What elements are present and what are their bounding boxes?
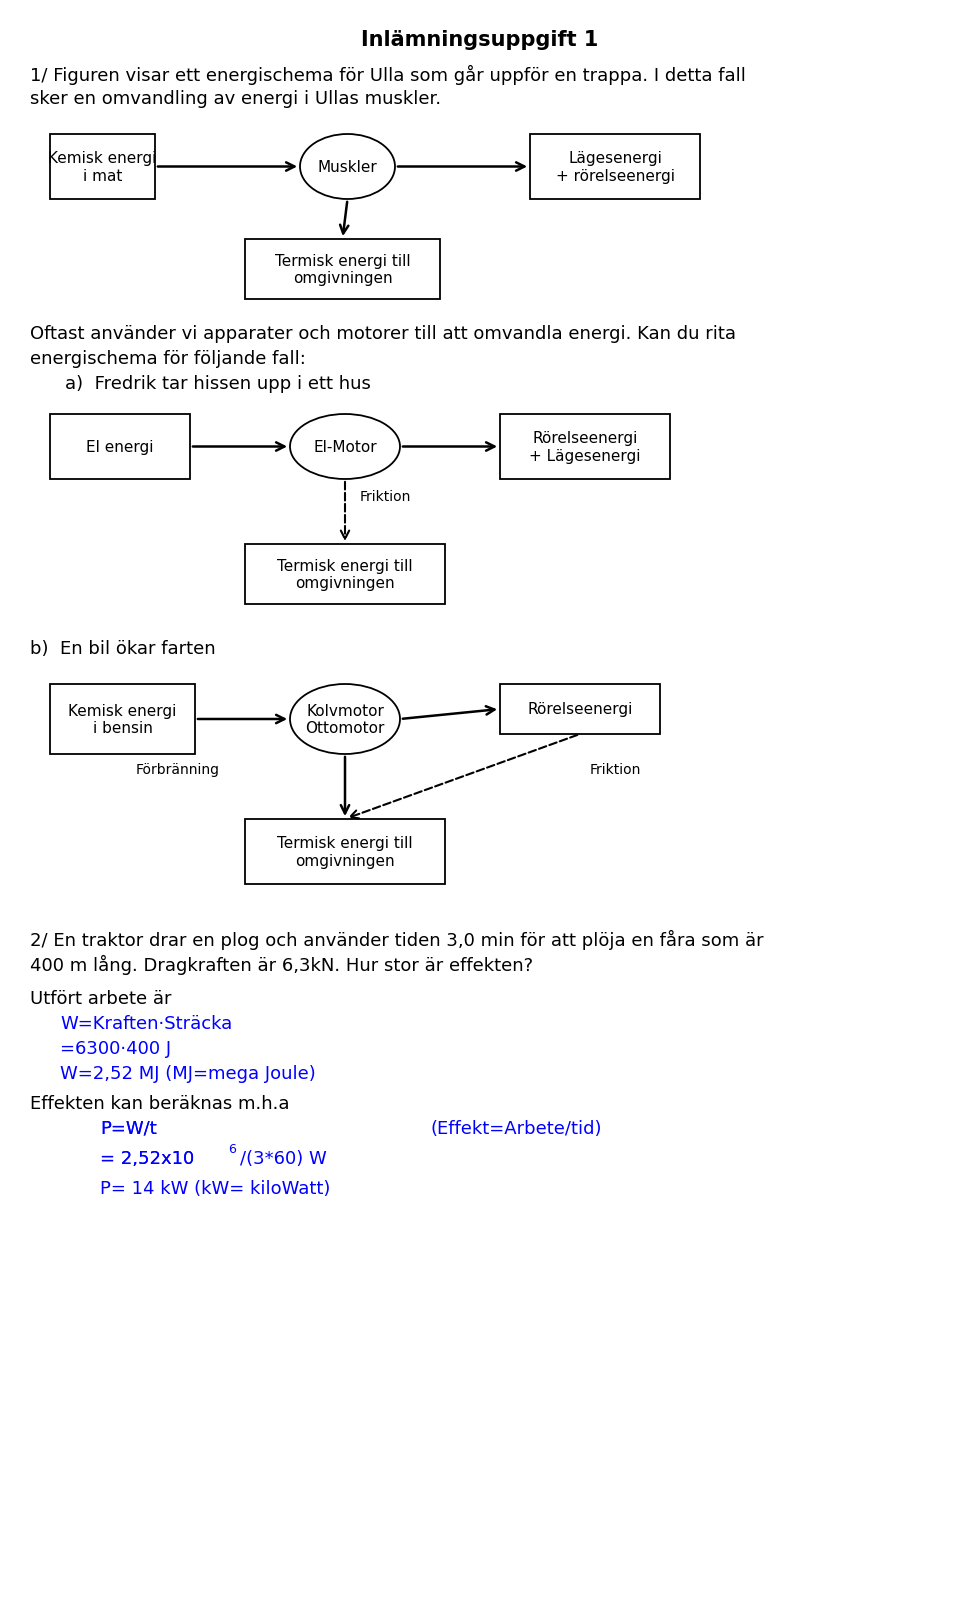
Text: Rörelseenergi
+ Lägesenergi: Rörelseenergi + Lägesenergi [529,432,640,464]
Text: El-Motor: El-Motor [313,440,377,454]
FancyBboxPatch shape [245,239,440,300]
FancyBboxPatch shape [245,544,445,605]
Text: = 2,52x10: = 2,52x10 [100,1149,194,1167]
FancyBboxPatch shape [500,414,670,480]
Text: P=W/t: P=W/t [100,1119,156,1138]
Text: a)  Fredrik tar hissen upp i ett hus: a) Fredrik tar hissen upp i ett hus [65,374,371,393]
Text: sker en omvandling av energi i Ullas muskler.: sker en omvandling av energi i Ullas mus… [30,90,442,108]
Text: Förbränning: Förbränning [136,762,220,777]
Text: Friktion: Friktion [590,762,641,777]
Ellipse shape [300,135,395,201]
Ellipse shape [290,685,400,754]
Text: P=W/t: P=W/t [100,1119,156,1138]
Text: Inlämningsuppgift 1: Inlämningsuppgift 1 [361,30,599,50]
Text: Termisk energi till
omgivningen: Termisk energi till omgivningen [277,836,413,868]
Text: 6: 6 [228,1143,236,1156]
FancyBboxPatch shape [500,685,660,735]
Text: /(3*60) W: /(3*60) W [240,1149,326,1167]
FancyBboxPatch shape [50,685,195,754]
Text: energischema för följande fall:: energischema för följande fall: [30,350,306,368]
Text: Utfört arbete är: Utfört arbete är [30,989,172,1008]
FancyBboxPatch shape [50,414,190,480]
Text: Friktion: Friktion [360,490,412,504]
Text: = 2,52x10: = 2,52x10 [100,1149,194,1167]
Text: Kemisk energi
i bensin: Kemisk energi i bensin [68,703,177,735]
Text: Oftast använder vi apparater och motorer till att omvandla energi. Kan du rita: Oftast använder vi apparater och motorer… [30,324,736,343]
Text: P= 14 kW (kW= kiloWatt): P= 14 kW (kW= kiloWatt) [100,1180,330,1197]
Text: Kemisk energi
i mat: Kemisk energi i mat [48,151,156,183]
Text: Effekten kan beräknas m.h.a: Effekten kan beräknas m.h.a [30,1095,290,1112]
Text: W=2,52 MJ (MJ=mega Joule): W=2,52 MJ (MJ=mega Joule) [60,1064,316,1082]
FancyBboxPatch shape [245,820,445,884]
Text: (Effekt=Arbete/tid): (Effekt=Arbete/tid) [430,1119,602,1138]
Text: Termisk energi till
omgivningen: Termisk energi till omgivningen [277,559,413,591]
Text: 2/ En traktor drar en plog och använder tiden 3,0 min för att plöja en fåra som : 2/ En traktor drar en plog och använder … [30,929,763,950]
FancyBboxPatch shape [530,135,700,201]
Text: W=Kraften·Sträcka: W=Kraften·Sträcka [60,1014,232,1032]
FancyBboxPatch shape [50,135,155,201]
Ellipse shape [290,414,400,480]
Text: Kolvmotor
Ottomotor: Kolvmotor Ottomotor [305,703,385,735]
Text: Lägesenergi
+ rörelseenergi: Lägesenergi + rörelseenergi [556,151,675,183]
Text: Termisk energi till
omgivningen: Termisk energi till omgivningen [275,254,410,286]
Text: =6300·400 J: =6300·400 J [60,1040,171,1058]
Text: Muskler: Muskler [318,160,377,175]
Text: Rörelseenergi: Rörelseenergi [527,701,633,717]
Text: El energi: El energi [86,440,154,454]
Text: b)  En bil ökar farten: b) En bil ökar farten [30,640,216,658]
Text: 1/ Figuren visar ett energischema för Ulla som går uppför en trappa. I detta fal: 1/ Figuren visar ett energischema för Ul… [30,64,746,85]
Text: 400 m lång. Dragkraften är 6,3kN. Hur stor är effekten?: 400 m lång. Dragkraften är 6,3kN. Hur st… [30,955,533,974]
